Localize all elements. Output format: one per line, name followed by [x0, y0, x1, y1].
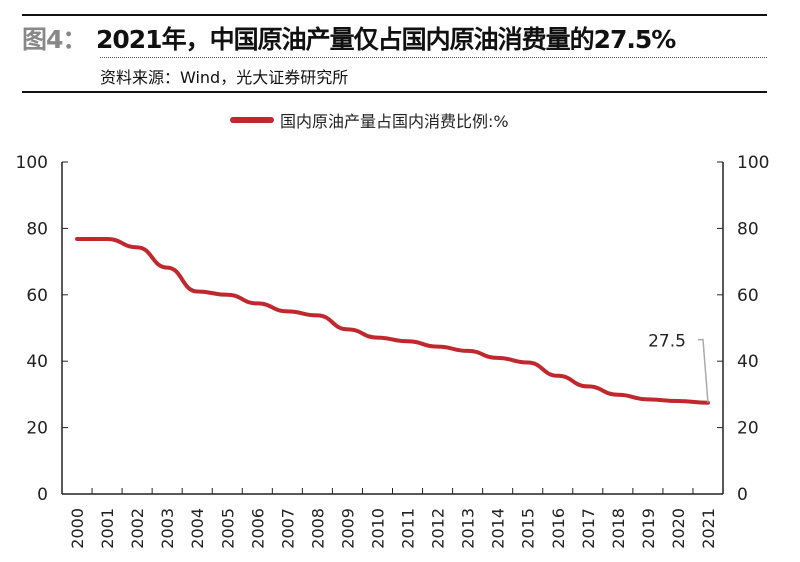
x-tick-label: 2008 — [308, 508, 327, 549]
right-y-tick-label: 60 — [737, 286, 759, 306]
x-tick-label: 2015 — [519, 508, 538, 549]
source-note: 资料来源：Wind，光大证券研究所 — [100, 68, 349, 87]
x-tick-label: 2009 — [338, 508, 357, 549]
y-tick-label: 60 — [26, 286, 48, 306]
x-tick-label: 2011 — [399, 508, 418, 549]
y-tick-label: 100 — [16, 153, 48, 173]
x-tick-label: 2014 — [489, 508, 508, 549]
dotted-divider — [100, 57, 767, 58]
x-tick-label: 2019 — [639, 508, 658, 549]
figure-label: 图4： — [22, 25, 87, 54]
legend-swatch — [230, 117, 274, 123]
y-tick-label: 20 — [26, 419, 48, 439]
x-tick-label: 2007 — [278, 508, 297, 549]
x-tick-label: 2010 — [368, 508, 387, 549]
right-y-tick-label: 80 — [737, 219, 759, 239]
x-tick-label: 2021 — [699, 508, 718, 549]
series-line — [75, 237, 710, 405]
y-tick-label: 0 — [37, 485, 48, 505]
chart-title: 2021年，中国原油产量仅占国内原油消费量的27.5% — [96, 25, 676, 54]
x-tick-label: 2020 — [669, 508, 688, 549]
bottom-rule — [22, 91, 767, 93]
x-tick-label: 2018 — [609, 508, 628, 549]
x-tick-label: 2012 — [429, 508, 448, 549]
x-tick-label: 2013 — [459, 508, 478, 549]
x-tick-label: 2017 — [579, 508, 598, 549]
right-y-tick-label: 0 — [737, 485, 748, 505]
right-y-tick-label: 40 — [737, 352, 759, 372]
x-tick-label: 2004 — [188, 508, 207, 549]
x-tick-label: 2001 — [98, 508, 117, 549]
x-tick-label: 2000 — [68, 508, 87, 549]
right-y-tick-label: 20 — [737, 419, 759, 439]
legend: 国内原油产量占国内消费比例:% — [230, 108, 509, 132]
x-tick-label: 2003 — [158, 508, 177, 549]
x-tick-label: 2002 — [128, 508, 147, 549]
y-tick-label: 40 — [26, 352, 48, 372]
annotation-leader — [697, 338, 709, 403]
y-tick-label: 80 — [26, 219, 48, 239]
x-tick-label: 2006 — [248, 508, 267, 549]
legend-label: 国内原油产量占国内消费比例:% — [280, 112, 509, 131]
right-y-tick-label: 100 — [737, 153, 769, 173]
top-rule — [22, 14, 767, 16]
data-label: 27.5 — [648, 332, 686, 352]
x-tick-label: 2005 — [218, 508, 237, 549]
x-tick-label: 2016 — [549, 508, 568, 549]
